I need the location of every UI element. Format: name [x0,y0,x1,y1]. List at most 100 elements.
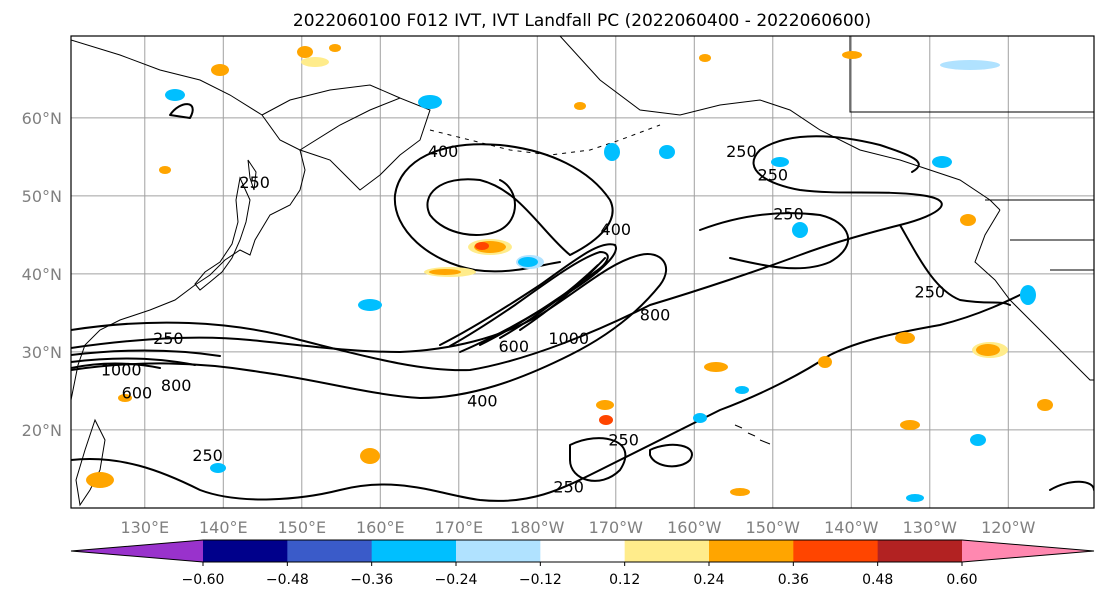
lon-tick-label: 140°W [824,518,879,537]
map-content: 4002502502502502504008001000600400250100… [71,36,1094,507]
kamchatka-coastline [298,97,431,191]
taiwan-philippines-coastline [75,418,106,507]
lat-tick-label: 40°N [22,265,62,284]
colorbar-extend-max [962,540,1094,562]
colorbar-tick-label: −0.12 [519,572,562,588]
pc-patch [358,299,382,311]
contour-label: 800 [161,376,192,395]
pc-patch [842,51,862,59]
pc-patch [940,60,1000,70]
contour-label: 600 [498,337,529,356]
colorbar-segment [624,540,710,562]
colorbar-tick-label: 0.60 [946,572,977,588]
lon-tick-label: 180°W [510,518,565,537]
pc-patch [960,214,976,226]
pc-patch [429,269,461,275]
pc-patch [604,143,620,161]
colorbar-tick-label: −0.48 [266,572,309,588]
lon-tick-label: 160°E [356,518,405,537]
pc-patch [118,394,132,402]
hawaii-islands [734,424,771,445]
pc-patch [360,448,380,464]
pc-patch [418,95,442,109]
contour-labels: 4002502502502502504008001000600400250100… [101,142,945,496]
lon-tick-label: 140°E [199,518,248,537]
pc-patch [211,64,229,76]
colorbar-tick-label: 0.24 [693,572,724,588]
north-america-coastline [974,209,1094,381]
lat-tick-label: 50°N [22,187,62,206]
pc-patch [735,386,749,394]
pc-patch [704,362,728,372]
lat-tick-label: 20°N [22,421,62,440]
pc-patch [159,166,171,174]
contour-400-hook [393,143,614,273]
pc-patch [165,89,185,101]
contour-1000 [71,257,606,369]
lon-tick-label: 150°W [746,518,801,537]
latitude-labels: 60°N 50°N 40°N 30°N 20°N [22,109,62,440]
alaska-coastline [559,36,1001,211]
colorbar-segment [540,540,626,562]
pc-patch [976,344,1000,356]
colorbar-segment [877,540,963,562]
contour-label: 250 [608,431,639,450]
pc-patch [86,472,114,488]
colorbar-segment [287,540,373,562]
colorbar-segment [456,540,541,562]
pc-patch [1020,285,1036,305]
pc-patch [693,413,707,423]
lon-tick-label: 150°E [277,518,326,537]
colorbar-segment [709,540,794,562]
pc-patch [699,54,711,62]
contour-400-band [71,253,667,399]
contour-label: 800 [640,306,671,325]
contour-250-small-1 [169,103,194,119]
pc-patch [730,488,750,496]
lon-tick-label: 170°E [434,518,483,537]
pc-patch [900,420,920,430]
pc-patch [970,434,986,446]
lon-tick-label: 130°E [120,518,169,537]
colorbar-tick-label: −0.24 [435,572,478,588]
contour-label: 1000 [101,360,142,379]
contour-label: 250 [192,446,223,465]
contour-label: 1000 [548,329,589,348]
pc-patch [895,332,915,344]
okhotsk-coastline [261,84,401,116]
pc-patch [301,57,329,67]
japan-coastline [194,176,251,291]
contour-250-east [699,212,850,270]
contour-label: 400 [467,392,498,411]
colorbar-tick-label: 0.36 [778,572,809,588]
contour-250-south [71,289,1031,502]
asia-coastline [71,39,306,401]
contour-label: 600 [122,384,153,403]
longitude-labels: 130°E 140°E 150°E 160°E 170°E 180°W 170°W 160°W… [120,518,1035,537]
pc-patch [329,44,341,52]
contour-250-small-3 [649,443,693,468]
colorbar-extend-min [71,540,203,562]
contour-label: 400 [601,220,632,239]
pc-patch [792,222,808,238]
colorbar: −0.60 −0.48 −0.36 −0.24 −0.12 0.12 0.24 0.36 0.4… [70,539,1095,588]
ivt-contours [71,103,1094,502]
contour-label: 250 [726,142,757,161]
pc-patch [1037,399,1053,411]
map-background [71,36,1094,508]
pc-patch [771,157,789,167]
lon-tick-label: 170°W [589,518,644,537]
pc-patch [596,400,614,410]
sakhalin-coastline [247,159,257,191]
pc-patch [659,145,675,159]
contour-label: 250 [153,329,184,348]
pc-patch [297,46,313,58]
map-title: 2022060100 F012 IVT, IVT Landfall PC (20… [293,11,871,31]
colorbar-tick-label: −0.60 [182,572,225,588]
coastlines [71,36,1094,507]
contour-label: 250 [758,165,789,184]
map-frame [70,35,1095,509]
pc-patch [818,356,832,368]
contour-250-small-4 [1049,480,1094,491]
colorbar-tick-label: −0.36 [350,572,393,588]
